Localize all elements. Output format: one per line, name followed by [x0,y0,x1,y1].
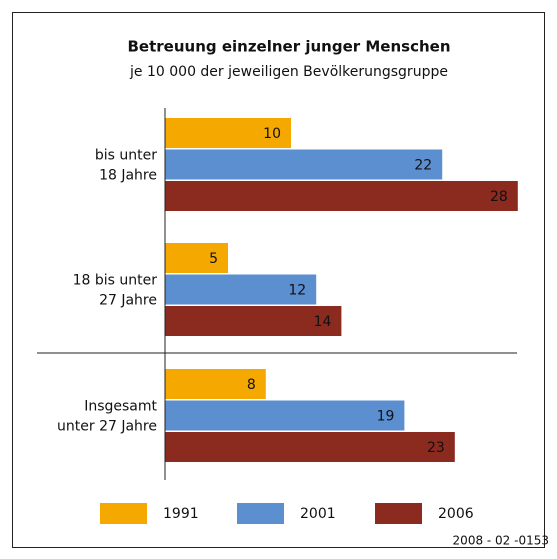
category-label: bis unter 18 Jahre [95,147,157,183]
legend-swatch [100,503,147,524]
category-label: 18 bis unter 27 Jahre [73,272,158,308]
footnote: 2008 - 02 -0153 [453,534,549,548]
bar [165,149,443,180]
bar [165,306,342,336]
bar [165,369,266,399]
legend-swatch [237,503,284,524]
legend-label: 2006 [438,506,474,522]
legend-label: 2001 [300,506,336,522]
chart-title: Betreuung einzelner junger Menschen [127,38,450,56]
frame [12,12,545,548]
legend-label: 1991 [163,506,199,522]
bar [165,118,291,148]
chart-subtitle: je 10 000 der jeweiligen Bevölkerungsgru… [129,64,448,80]
value-label: 22 [414,158,432,174]
bar [165,400,405,431]
value-label: 19 [377,409,395,425]
value-label: 28 [490,189,508,205]
category-label: Insgesamt unter 27 Jahre [57,398,157,434]
value-label: 8 [247,377,256,393]
value-label: 12 [288,283,306,299]
bar [165,432,455,462]
value-label: 23 [427,440,445,456]
bar [165,243,228,273]
legend-swatch [375,503,422,524]
value-label: 10 [263,126,281,142]
value-label: 5 [209,251,218,267]
value-label: 14 [314,314,332,330]
bar [165,181,518,211]
bar [165,274,317,305]
